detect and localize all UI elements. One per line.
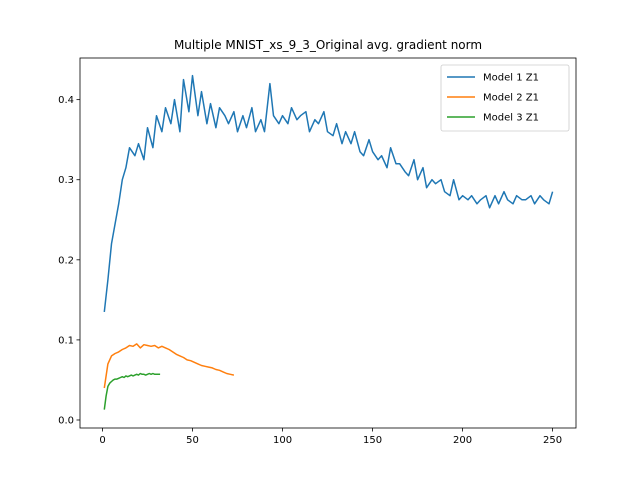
legend-box — [440, 64, 570, 132]
x-tick-label: 0 — [99, 435, 105, 446]
y-tick-label: 0.4 — [58, 95, 74, 106]
y-tick-label: 0.1 — [58, 335, 74, 346]
y-tick-label: 0.3 — [58, 175, 74, 186]
x-tick-label: 200 — [453, 435, 472, 446]
x-tick-label: 250 — [543, 435, 562, 446]
legend-label: Model 3 Z1 — [483, 113, 539, 124]
legend: Model 1 Z1 Model 2 Z1 Model 3 Z1 — [440, 64, 570, 132]
y-tick-label: 0.2 — [58, 255, 74, 266]
series-line-2 — [103, 343, 235, 389]
series-line-3 — [103, 372, 161, 410]
y-tick-label: 0.0 — [58, 415, 74, 426]
x-tick-label: 50 — [186, 435, 199, 446]
chart-title: Multiple MNIST_xs_9_3_Original avg. grad… — [174, 38, 482, 52]
x-tick-label: 100 — [273, 435, 292, 446]
series-line-1 — [103, 74, 554, 312]
legend-label: Model 1 Z1 — [483, 73, 539, 84]
x-tick-label: 150 — [363, 435, 382, 446]
axes-frame — [79, 57, 577, 429]
axes-layer: 0 50 100 150 200 250 0.0 0.1 0.2 0.3 0.4 — [58, 57, 577, 446]
legend-label: Model 2 Z1 — [483, 93, 539, 104]
series-layer — [103, 74, 554, 410]
